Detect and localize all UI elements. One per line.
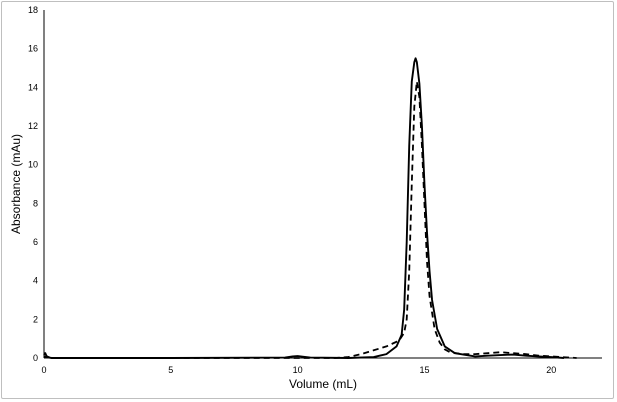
y-tick-label: 10 bbox=[28, 160, 38, 170]
y-tick-label: 2 bbox=[33, 314, 38, 324]
x-tick-label: 5 bbox=[168, 365, 173, 375]
y-tick-label: 0 bbox=[33, 353, 38, 363]
y-tick-label: 4 bbox=[33, 276, 38, 286]
y-tick-label: 16 bbox=[28, 44, 38, 54]
y-axis-title: Absorbance (mAu) bbox=[9, 134, 23, 234]
y-axis-ticks: 0 2 4 6 8 10 12 14 16 18 bbox=[28, 5, 38, 363]
series-line-dashed bbox=[43, 80, 577, 359]
y-tick-label: 8 bbox=[33, 198, 38, 208]
y-tick-label: 6 bbox=[33, 237, 38, 247]
x-tick-label: 10 bbox=[293, 365, 303, 375]
x-tick-label: 15 bbox=[419, 365, 429, 375]
series-line-solid bbox=[43, 57, 565, 359]
x-axis-ticks: 0 5 10 15 20 bbox=[41, 365, 556, 375]
y-tick-label: 12 bbox=[28, 121, 38, 131]
y-tick-label: 18 bbox=[28, 5, 38, 15]
series-layer bbox=[43, 57, 577, 359]
x-axis-title: Volume (mL) bbox=[289, 377, 357, 391]
y-tick-label: 14 bbox=[28, 82, 38, 92]
x-tick-label: 20 bbox=[546, 365, 556, 375]
x-tick-label: 0 bbox=[41, 365, 46, 375]
